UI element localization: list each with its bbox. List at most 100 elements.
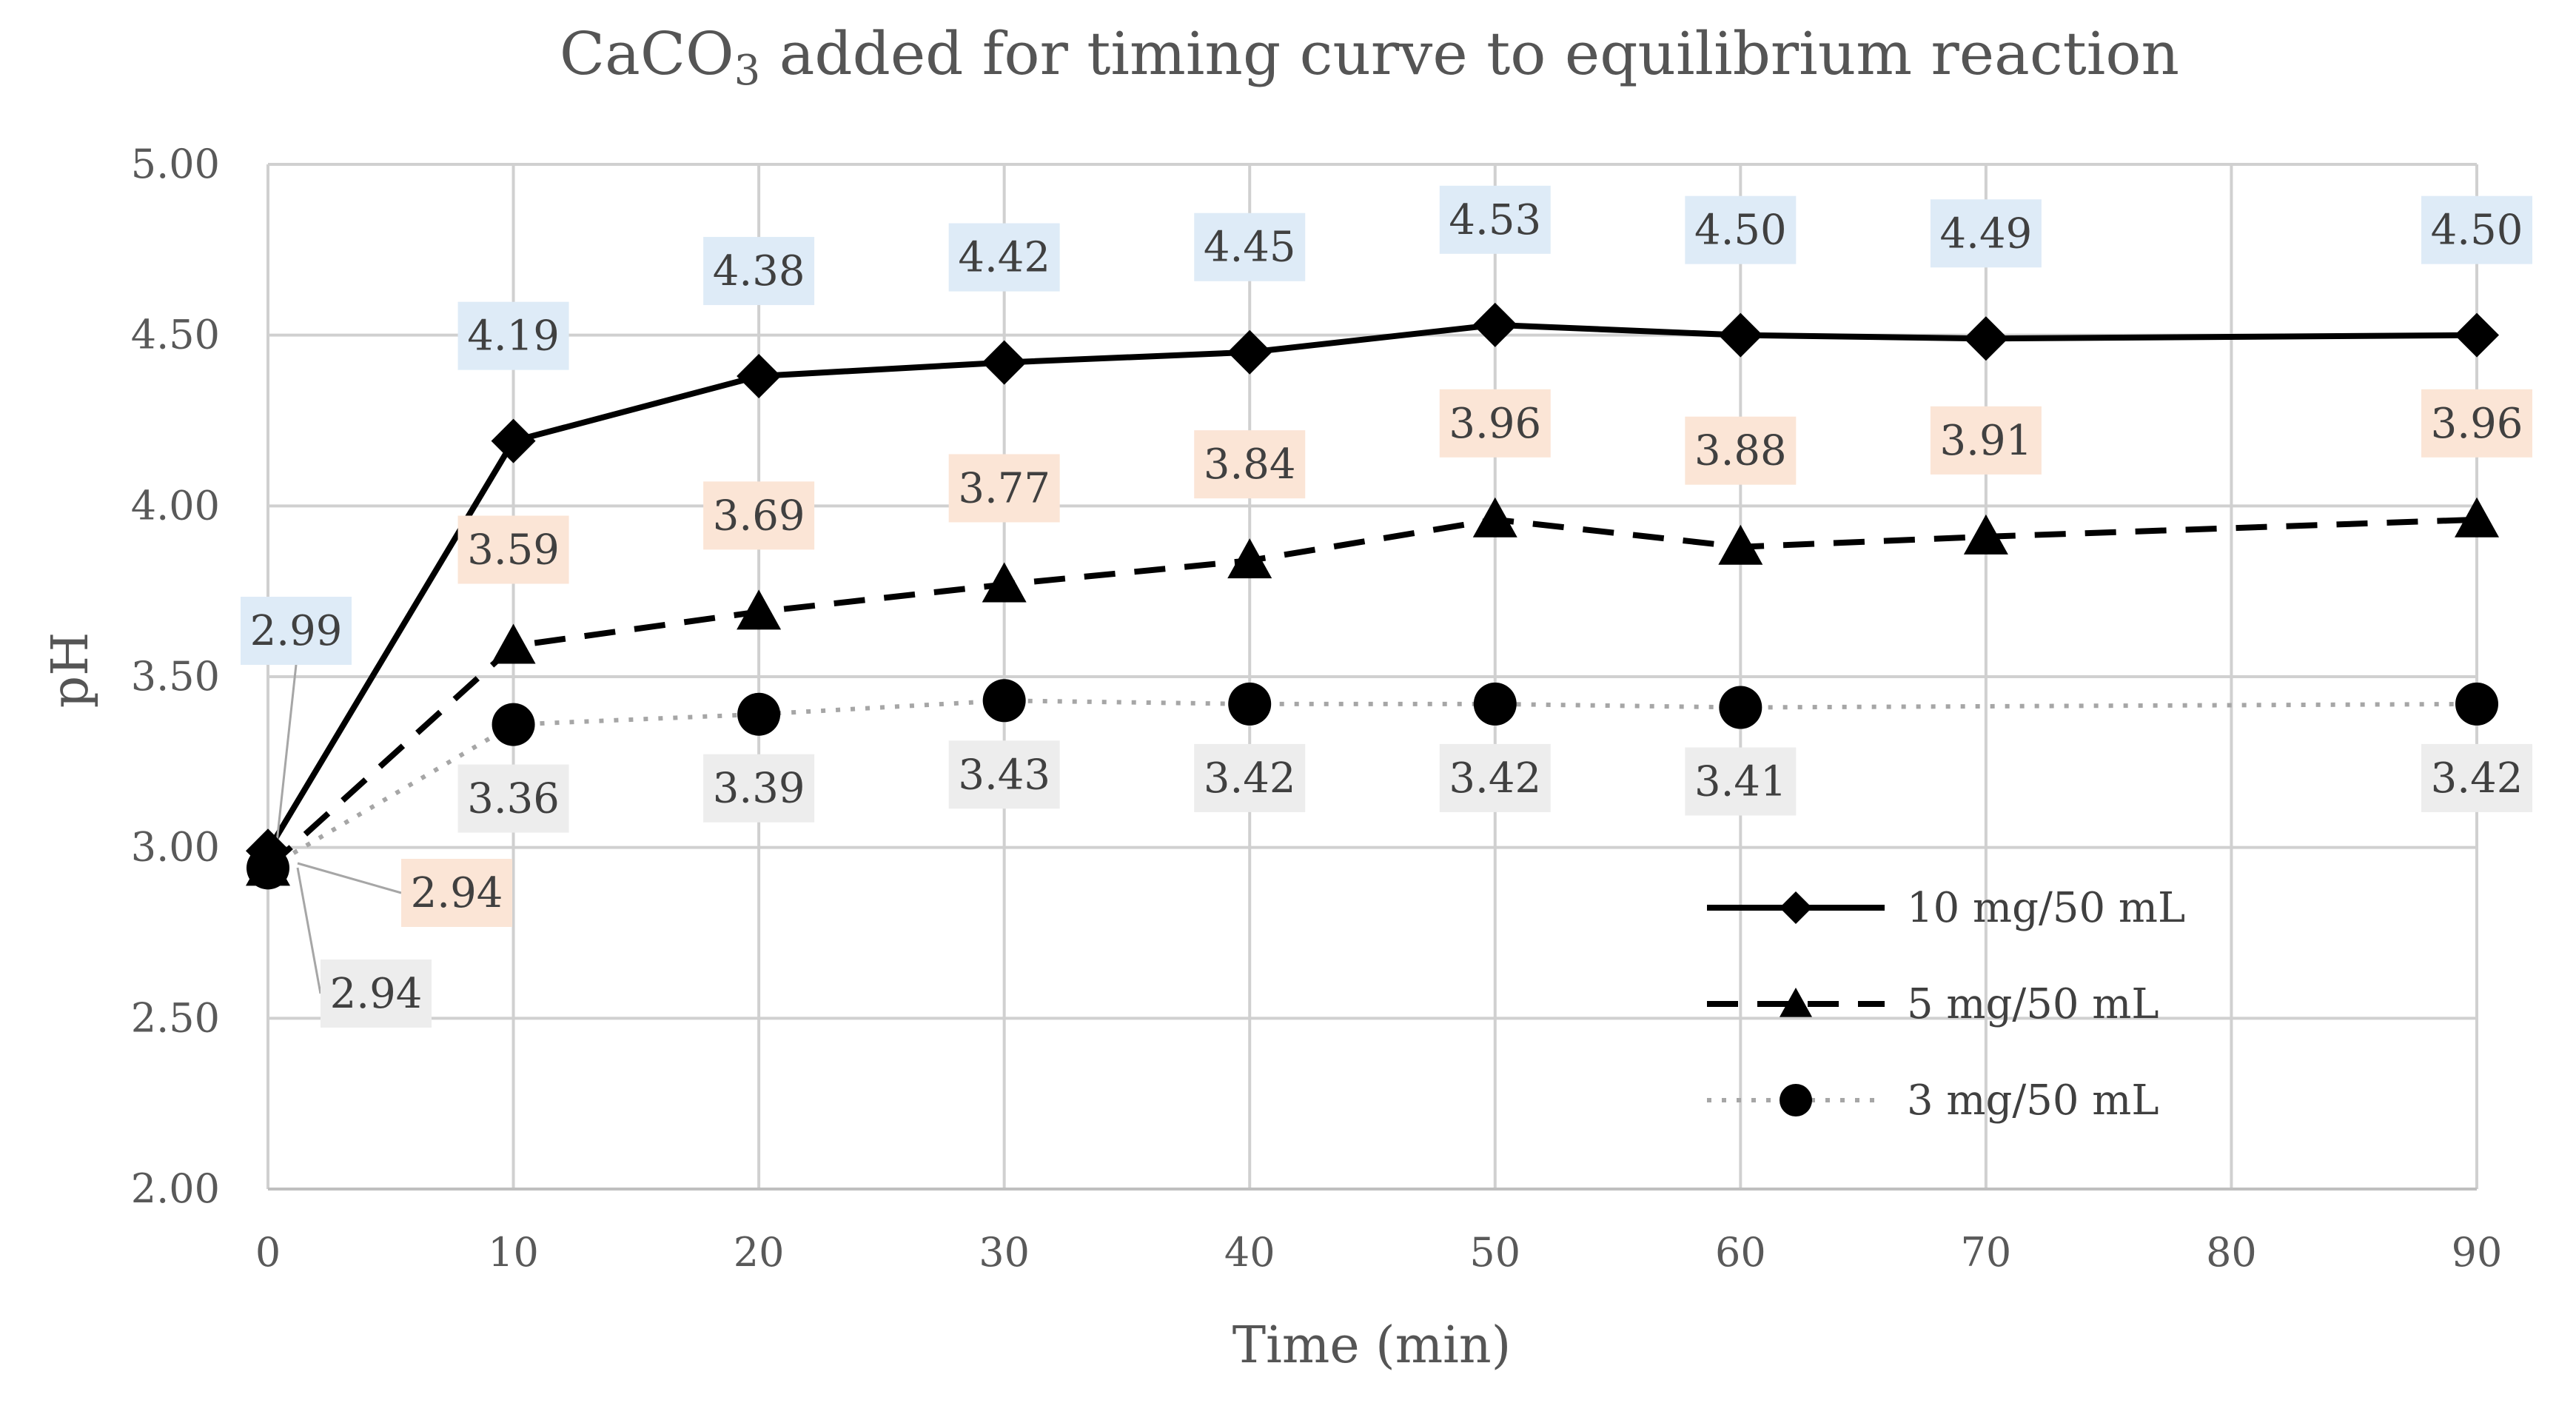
data-label-box <box>1439 185 1551 254</box>
data-point-diamond <box>1227 329 1272 375</box>
data-label: 4.42 <box>958 234 1050 282</box>
data-label-box <box>401 859 512 927</box>
data-label-box <box>1685 416 1797 485</box>
data-point-diamond <box>1718 312 1763 358</box>
chart-title: CaCO3 added for timing curve to equilibr… <box>560 19 2179 95</box>
data-point-circle <box>1780 1084 1812 1116</box>
data-label-box <box>2421 389 2532 458</box>
tick-labels: 2.00 2.50 3.00 3.50 4.00 4.50 5.00 0 10 20 30 40 50 6… <box>131 141 2503 1276</box>
data-point-triangle <box>982 562 1027 603</box>
data-point-circle <box>1473 682 1517 726</box>
data-label: 4.53 <box>1449 196 1541 244</box>
data-label-box <box>1194 430 1306 499</box>
data-point-diamond <box>1963 316 2008 361</box>
data-label-box <box>948 740 1060 809</box>
data-label: 3.59 <box>467 526 560 574</box>
data-label-box <box>457 301 569 370</box>
data-label-box <box>703 481 815 550</box>
series-line <box>266 516 2478 871</box>
x-tick-label: 50 <box>1469 1229 1520 1276</box>
data-label: 4.38 <box>713 247 805 295</box>
data-label: 3.41 <box>1694 758 1787 806</box>
data-point-circle <box>737 692 781 736</box>
x-tick-label: 20 <box>734 1229 785 1276</box>
data-label: 3.96 <box>1449 400 1541 448</box>
label-leader-line <box>274 664 298 857</box>
series-line <box>265 321 2478 853</box>
data-point-diamond <box>1780 891 1812 924</box>
data-label: 2.94 <box>411 869 503 917</box>
data-label: 3.36 <box>467 775 560 823</box>
legend-label: 3 mg/50 mL <box>1907 1076 2159 1125</box>
data-label: 2.99 <box>250 607 343 655</box>
data-label-box <box>2421 743 2532 812</box>
data-labels: 2.99 4.19 4.38 4.42 4.45 4.53 4.50 4.49 4.50 2.94… <box>241 185 2532 1028</box>
data-point-diamond <box>737 354 782 399</box>
data-label: 3.39 <box>713 765 805 813</box>
series-lines <box>265 321 2478 871</box>
x-tick-label: 60 <box>1715 1229 1766 1276</box>
data-label: 3.42 <box>2431 754 2523 803</box>
y-tick-label: 2.50 <box>131 994 220 1041</box>
x-tick-label: 10 <box>488 1229 539 1276</box>
legend[interactable]: 10 mg/50 mL 5 mg/50 mL 3 mg/50 mL <box>1707 884 2185 1125</box>
x-tick-label: 30 <box>979 1229 1030 1276</box>
data-label-box <box>2421 195 2532 264</box>
data-label-box <box>321 960 432 1028</box>
data-point-circle <box>2455 682 2498 726</box>
x-tick-label: 90 <box>2452 1229 2503 1276</box>
data-point-triangle <box>737 589 782 630</box>
data-point-triangle <box>1963 514 2008 555</box>
data-label-box <box>948 454 1060 523</box>
data-label-box <box>1685 747 1797 816</box>
x-tick-label: 70 <box>1961 1229 2012 1276</box>
data-label: 4.19 <box>467 312 560 361</box>
data-label: 3.84 <box>1204 441 1296 489</box>
data-point-triangle <box>2455 497 2499 538</box>
data-point-circle <box>246 846 289 890</box>
series-markers <box>246 302 2499 890</box>
label-leader-lines <box>274 664 402 994</box>
gridlines <box>266 163 2478 1191</box>
y-tick-label: 2.00 <box>131 1165 220 1212</box>
data-label: 4.49 <box>1940 210 2033 258</box>
data-label: 3.69 <box>713 492 805 540</box>
data-label: 3.88 <box>1694 427 1787 475</box>
y-tick-label: 3.00 <box>131 824 220 871</box>
y-tick-label: 4.50 <box>131 312 220 358</box>
data-label: 3.42 <box>1449 754 1541 803</box>
x-tick-label: 40 <box>1224 1229 1275 1276</box>
data-point-circle <box>1719 686 1762 729</box>
data-point-diamond <box>1472 302 1517 347</box>
data-label-box <box>703 237 815 306</box>
data-point-diamond <box>982 340 1027 385</box>
label-leader-line <box>296 867 322 994</box>
data-label-box <box>1930 199 2042 268</box>
data-point-triangle <box>1227 538 1272 579</box>
data-label-box <box>948 223 1060 292</box>
x-tick-label: 0 <box>255 1229 281 1276</box>
data-point-triangle <box>1780 988 1812 1017</box>
y-axis-title: pH <box>41 632 100 709</box>
data-point-diamond <box>2455 312 2499 358</box>
data-label-box <box>1930 406 2042 475</box>
data-point-diamond <box>491 418 536 463</box>
data-point-circle <box>982 679 1026 723</box>
data-label-box <box>457 764 569 833</box>
legend-label: 5 mg/50 mL <box>1907 980 2159 1028</box>
data-label-box <box>1194 212 1306 281</box>
data-label-box <box>703 754 815 823</box>
x-axis-title: Time (min) <box>1232 1316 1512 1375</box>
data-point-circle <box>492 703 535 746</box>
y-tick-label: 3.50 <box>131 653 220 700</box>
data-label-box <box>1685 195 1797 264</box>
legend-label: 10 mg/50 mL <box>1907 884 2185 932</box>
data-label: 2.94 <box>330 970 423 1018</box>
data-label-box <box>1439 743 1551 812</box>
data-point-triangle <box>491 623 536 664</box>
data-point-triangle <box>1718 524 1763 565</box>
data-label-box <box>241 597 352 665</box>
data-label: 4.50 <box>1694 207 1787 255</box>
x-tick-label: 80 <box>2206 1229 2257 1276</box>
